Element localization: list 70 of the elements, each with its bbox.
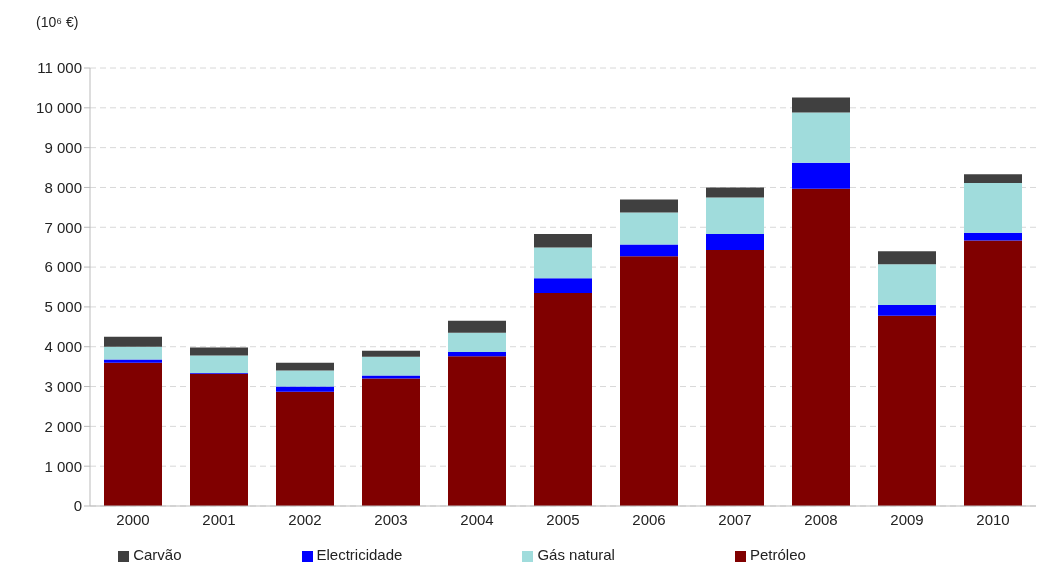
bar — [878, 315, 936, 506]
bar — [190, 355, 248, 374]
legend-label: Carvão — [133, 546, 182, 563]
bar — [276, 391, 334, 506]
legend-label: Petróleo — [749, 546, 806, 563]
y-tick-label: 9 000 — [44, 138, 82, 156]
bar — [362, 350, 420, 357]
bar — [792, 162, 850, 189]
bar — [620, 256, 678, 506]
bar — [706, 234, 764, 250]
x-tick-label: 2004 — [460, 510, 494, 528]
bar — [276, 386, 334, 392]
bar — [534, 292, 592, 506]
bar — [448, 351, 506, 357]
y-tick-label: 10 000 — [36, 99, 82, 117]
y-axis-title: (10⁶ €) — [36, 14, 79, 30]
y-tick-label: 4 000 — [44, 338, 82, 356]
bar — [104, 336, 162, 347]
bar — [534, 234, 592, 248]
bar — [104, 346, 162, 360]
x-tick-label: 2009 — [890, 510, 924, 528]
bar — [620, 199, 678, 213]
bar — [706, 249, 764, 506]
bar — [706, 197, 764, 235]
y-tick-label: 2 000 — [44, 417, 82, 435]
y-tick-label: 6 000 — [44, 258, 82, 276]
bar — [878, 264, 936, 305]
bar — [276, 362, 334, 371]
bar — [878, 304, 936, 316]
bar — [964, 232, 1022, 241]
bar — [448, 332, 506, 352]
x-tick-label: 2008 — [804, 510, 838, 528]
y-tick-label: 5 000 — [44, 298, 82, 316]
bar — [878, 251, 936, 265]
y-tick-label: 8 000 — [44, 178, 82, 196]
bar — [448, 356, 506, 506]
legend-label: Gás natural — [537, 546, 615, 563]
bar — [448, 320, 506, 333]
bar — [362, 378, 420, 506]
x-tick-label: 2005 — [546, 510, 580, 528]
x-tick-label: 2003 — [374, 510, 408, 528]
y-tick-label: 0 — [73, 497, 82, 515]
bar — [362, 375, 420, 379]
bar — [792, 112, 850, 163]
bar — [534, 247, 592, 279]
bar — [964, 183, 1022, 233]
y-tick-label: 7 000 — [44, 218, 82, 236]
bar — [534, 278, 592, 293]
x-tick-label: 2000 — [116, 510, 150, 528]
x-tick-label: 2007 — [718, 510, 752, 528]
bar — [620, 244, 678, 257]
bar — [964, 174, 1022, 184]
legend-label: Electricidade — [316, 546, 403, 563]
bar — [190, 373, 248, 506]
bar — [276, 370, 334, 387]
y-tick-label: 1 000 — [44, 457, 82, 475]
bar — [792, 188, 850, 506]
bar — [104, 362, 162, 506]
x-tick-label: 2010 — [976, 510, 1010, 528]
bar — [362, 356, 420, 376]
bar — [706, 187, 764, 198]
x-tick-label: 2006 — [632, 510, 666, 528]
x-tick-label: 2001 — [202, 510, 236, 528]
x-tick-label: 2002 — [288, 510, 322, 528]
y-tick-label: 3 000 — [44, 377, 82, 395]
y-tick-label: 11 000 — [37, 59, 82, 77]
bar — [104, 359, 162, 363]
bar — [964, 240, 1022, 506]
bar — [792, 97, 850, 113]
bar — [620, 212, 678, 245]
